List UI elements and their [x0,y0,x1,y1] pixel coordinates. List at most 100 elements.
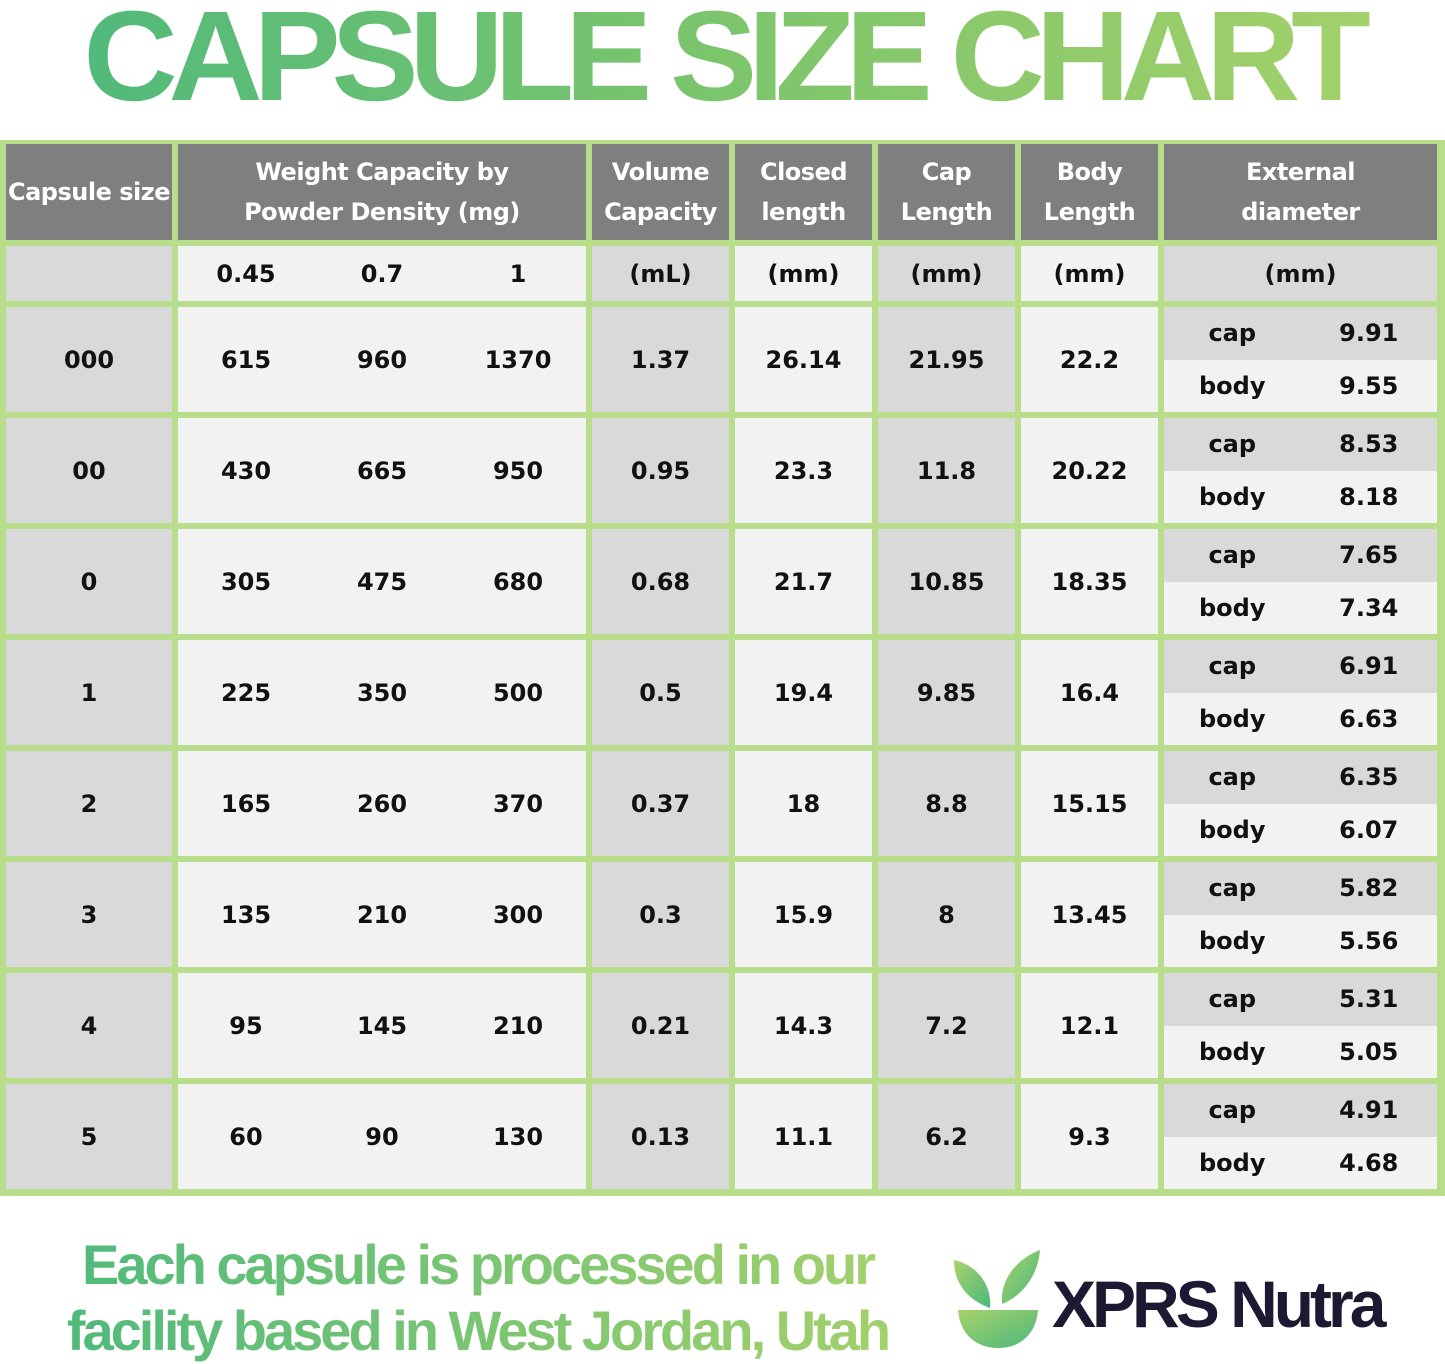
header-text: Capsule size [8,178,170,206]
weight-value: 260 [356,789,408,818]
ext-cap-value: 9.91 [1339,319,1399,348]
header-text: Powder Density (mg) [244,198,520,226]
ext-cap-row: cap 5.31 [1164,973,1437,1026]
header-text: Body [1056,158,1123,186]
body-length-cell: 20.22 [1021,418,1158,523]
weight-value: 165 [220,789,272,818]
header-external-diameter: External diameter [1164,144,1437,240]
weight-value: 350 [356,678,408,707]
volume-cell: 0.95 [592,418,729,523]
closed-length-cell: 11.1 [735,1084,872,1189]
ext-cap-value: 7.65 [1339,541,1399,570]
ext-cap-label: cap [1208,541,1257,570]
volume-cell: 0.68 [592,529,729,634]
ext-cap-value: 6.35 [1339,763,1399,792]
weight-value: 370 [492,789,544,818]
ext-cap-label: cap [1208,1096,1257,1125]
ext-cap-value: 5.31 [1339,985,1399,1014]
unit-volume: (mL) [592,246,729,301]
ext-cap-row: cap 8.53 [1164,418,1437,471]
capsule-size-cell: 1 [6,640,172,745]
closed-length-cell: 15.9 [735,862,872,967]
header-cap-length: Cap Length [878,144,1015,240]
external-diameter-cell: cap 9.91 body 9.55 [1164,307,1437,412]
weight-value: 210 [356,900,408,929]
ext-body-value: 5.05 [1339,1037,1399,1066]
ext-body-row: body 9.55 [1164,359,1437,412]
weight-value: 90 [365,1122,399,1151]
capsule-size-cell: 2 [6,751,172,856]
cap-length-cell: 11.8 [878,418,1015,523]
body-length-cell: 9.3 [1021,1084,1158,1189]
closed-length-cell: 23.3 [735,418,872,523]
weight-capacity-cell: 60 90 130 [178,1084,586,1189]
weight-value: 130 [492,1122,544,1151]
body-length-cell: 12.1 [1021,973,1158,1078]
ext-cap-label: cap [1208,763,1257,792]
unit-body: (mm) [1021,246,1158,301]
weight-capacity-cell: 225 350 500 [178,640,586,745]
weight-value: 145 [356,1011,408,1040]
body-length-cell: 15.15 [1021,751,1158,856]
ext-body-label: body [1199,371,1266,400]
weight-value: 225 [220,678,272,707]
leaf-bowl-icon [950,1248,1045,1357]
weight-value: 430 [220,456,272,485]
header-text: length [761,198,846,226]
volume-cell: 0.5 [592,640,729,745]
cap-length-cell: 6.2 [878,1084,1015,1189]
weight-capacity-cell: 95 145 210 [178,973,586,1078]
external-diameter-cell: cap 6.91 body 6.63 [1164,640,1437,745]
capsule-size-cell: 00 [6,418,172,523]
ext-body-label: body [1199,482,1266,511]
ext-body-value: 6.07 [1339,815,1399,844]
ext-cap-row: cap 9.91 [1164,307,1437,360]
ext-cap-row: cap 7.65 [1164,529,1437,582]
cap-length-cell: 9.85 [878,640,1015,745]
weight-value: 300 [492,900,544,929]
ext-body-row: body 4.68 [1164,1136,1437,1189]
ext-body-label: body [1199,926,1266,955]
ext-body-row: body 6.07 [1164,803,1437,856]
ext-body-row: body 5.56 [1164,914,1437,967]
density-value: 1 [509,259,527,288]
header-text: External [1246,158,1355,186]
capsule-size-cell: 000 [6,307,172,412]
ext-body-row: body 8.18 [1164,470,1437,523]
weight-capacity-cell: 165 260 370 [178,751,586,856]
weight-value: 1370 [484,345,552,374]
capsule-size-cell: 3 [6,862,172,967]
ext-body-value: 4.68 [1339,1148,1399,1177]
body-length-cell: 13.45 [1021,862,1158,967]
closed-length-cell: 26.14 [735,307,872,412]
ext-cap-row: cap 4.91 [1164,1084,1437,1137]
ext-cap-label: cap [1208,652,1257,681]
weight-value: 500 [492,678,544,707]
ext-body-label: body [1199,1148,1266,1177]
ext-cap-value: 5.82 [1339,874,1399,903]
body-length-cell: 22.2 [1021,307,1158,412]
header-text: Capacity [604,198,717,226]
density-value: 0.7 [360,259,404,288]
unit-densities: 0.45 0.7 1 [178,246,586,301]
ext-body-value: 8.18 [1339,482,1399,511]
ext-cap-row: cap 5.82 [1164,862,1437,915]
tagline-line: facility based in West Jordan, Utah [66,1299,889,1362]
brand-name: XPRS Nutra [1052,1267,1386,1341]
capsule-size-cell: 5 [6,1084,172,1189]
volume-cell: 0.3 [592,862,729,967]
weight-value: 665 [356,456,408,485]
ext-body-row: body 5.05 [1164,1025,1437,1078]
tagline: Each capsule is processed in our facilit… [10,1232,945,1364]
volume-cell: 1.37 [592,307,729,412]
cap-length-cell: 8 [878,862,1015,967]
header-closed-length: Closed length [735,144,872,240]
weight-value: 305 [220,567,272,596]
ext-cap-label: cap [1208,319,1257,348]
ext-cap-value: 6.91 [1339,652,1399,681]
weight-value: 950 [492,456,544,485]
ext-cap-label: cap [1208,874,1257,903]
ext-body-value: 7.34 [1339,593,1399,622]
ext-cap-value: 8.53 [1339,430,1399,459]
page-title: CAPSULE SIZE CHART [0,0,1445,122]
